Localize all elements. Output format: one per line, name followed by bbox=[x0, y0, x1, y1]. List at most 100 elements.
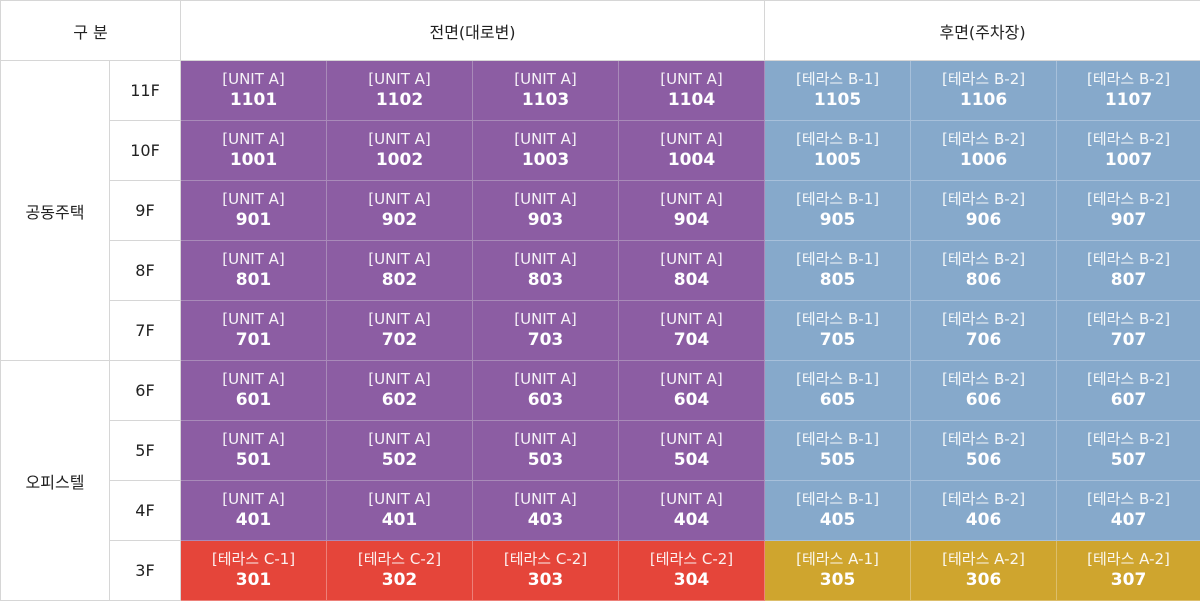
unit-type: [UNIT A] bbox=[181, 490, 326, 509]
unit-number: 1007 bbox=[1057, 149, 1200, 171]
unit-cell: [UNIT A]401 bbox=[181, 481, 327, 541]
unit-cell: [UNIT A]601 bbox=[181, 361, 327, 421]
unit-number: 407 bbox=[1057, 509, 1200, 531]
unit-cell: [테라스 B-2]507 bbox=[1057, 421, 1200, 481]
unit-cell: [UNIT A]801 bbox=[181, 241, 327, 301]
unit-number: 502 bbox=[327, 449, 472, 471]
floor-row: 5F [UNIT A]501 [UNIT A]502 [UNIT A]503 [… bbox=[1, 421, 1200, 481]
unit-type: [테라스 B-2] bbox=[1057, 310, 1200, 329]
unit-number: 1004 bbox=[619, 149, 764, 171]
unit-type: [테라스 C-2] bbox=[327, 550, 472, 569]
unit-number: 1107 bbox=[1057, 89, 1200, 111]
unit-type: [UNIT A] bbox=[327, 430, 472, 449]
unit-type: [테라스 B-2] bbox=[911, 70, 1056, 89]
group-office: 오피스텔 bbox=[1, 361, 110, 601]
unit-type: [UNIT A] bbox=[473, 370, 618, 389]
floor-label: 7F bbox=[110, 301, 181, 361]
unit-cell: [테라스 B-2]1006 bbox=[911, 121, 1057, 181]
unit-number: 305 bbox=[765, 569, 910, 591]
unit-cell: [UNIT A]903 bbox=[473, 181, 619, 241]
unit-cell: [테라스 B-1]605 bbox=[765, 361, 911, 421]
unit-type: [테라스 B-2] bbox=[911, 250, 1056, 269]
unit-type: [UNIT A] bbox=[473, 310, 618, 329]
unit-type: [UNIT A] bbox=[327, 370, 472, 389]
unit-type: [UNIT A] bbox=[327, 250, 472, 269]
unit-type: [테라스 A-2] bbox=[911, 550, 1056, 569]
unit-cell: [UNIT A]501 bbox=[181, 421, 327, 481]
unit-type: [테라스 B-1] bbox=[765, 190, 910, 209]
floor-label: 5F bbox=[110, 421, 181, 481]
unit-number: 501 bbox=[181, 449, 326, 471]
unit-type: [UNIT A] bbox=[619, 250, 764, 269]
unit-number: 401 bbox=[181, 509, 326, 531]
unit-type: [UNIT A] bbox=[181, 370, 326, 389]
unit-cell: [UNIT A]804 bbox=[619, 241, 765, 301]
unit-type: [테라스 B-2] bbox=[1057, 190, 1200, 209]
unit-cell: [UNIT A]902 bbox=[327, 181, 473, 241]
unit-cell: [UNIT A]503 bbox=[473, 421, 619, 481]
unit-number: 505 bbox=[765, 449, 910, 471]
unit-number: 601 bbox=[181, 389, 326, 411]
unit-type: [테라스 B-2] bbox=[1057, 430, 1200, 449]
unit-number: 605 bbox=[765, 389, 910, 411]
unit-type: [테라스 C-2] bbox=[473, 550, 618, 569]
unit-cell: [UNIT A]1101 bbox=[181, 61, 327, 121]
unit-number: 606 bbox=[911, 389, 1056, 411]
unit-cell: [UNIT A]502 bbox=[327, 421, 473, 481]
unit-cell: [UNIT A]1001 bbox=[181, 121, 327, 181]
unit-cell: [UNIT A]602 bbox=[327, 361, 473, 421]
header-row: 구 분 전면(대로변) 후면(주차장) bbox=[1, 1, 1200, 61]
unit-cell: [테라스 B-1]1005 bbox=[765, 121, 911, 181]
floor-label: 11F bbox=[110, 61, 181, 121]
unit-type: [테라스 B-1] bbox=[765, 310, 910, 329]
unit-type: [테라스 B-2] bbox=[1057, 130, 1200, 149]
unit-type: [UNIT A] bbox=[473, 130, 618, 149]
unit-number: 604 bbox=[619, 389, 764, 411]
unit-type: [테라스 B-1] bbox=[765, 130, 910, 149]
unit-number: 304 bbox=[619, 569, 764, 591]
unit-number: 503 bbox=[473, 449, 618, 471]
unit-number: 706 bbox=[911, 329, 1056, 351]
unit-number: 1103 bbox=[473, 89, 618, 111]
unit-type: [UNIT A] bbox=[181, 130, 326, 149]
floor-row: 공동주택 11F [UNIT A]1101 [UNIT A]1102 [UNIT… bbox=[1, 61, 1200, 121]
unit-number: 807 bbox=[1057, 269, 1200, 291]
unit-cell: [테라스 B-1]505 bbox=[765, 421, 911, 481]
unit-number: 602 bbox=[327, 389, 472, 411]
unit-cell: [테라스 B-1]405 bbox=[765, 481, 911, 541]
unit-cell: [UNIT A]802 bbox=[327, 241, 473, 301]
unit-type: [UNIT A] bbox=[619, 190, 764, 209]
unit-type: [UNIT A] bbox=[619, 130, 764, 149]
unit-cell: [UNIT A]701 bbox=[181, 301, 327, 361]
unit-cell: [테라스 B-2]406 bbox=[911, 481, 1057, 541]
unit-number: 906 bbox=[911, 209, 1056, 231]
unit-type: [UNIT A] bbox=[473, 430, 618, 449]
unit-type: [테라스 A-1] bbox=[765, 550, 910, 569]
unit-type: [UNIT A] bbox=[473, 70, 618, 89]
unit-number: 507 bbox=[1057, 449, 1200, 471]
floor-label: 3F bbox=[110, 541, 181, 601]
rear-header: 후면(주차장) bbox=[765, 1, 1200, 61]
unit-type: [테라스 B-1] bbox=[765, 370, 910, 389]
unit-number: 1102 bbox=[327, 89, 472, 111]
unit-number: 1106 bbox=[911, 89, 1056, 111]
unit-type: [UNIT A] bbox=[327, 190, 472, 209]
floor-row: 10F [UNIT A]1001 [UNIT A]1002 [UNIT A]10… bbox=[1, 121, 1200, 181]
unit-number: 1105 bbox=[765, 89, 910, 111]
unit-cell: [테라스 C-1]301 bbox=[181, 541, 327, 601]
floor-label: 6F bbox=[110, 361, 181, 421]
unit-number: 301 bbox=[181, 569, 326, 591]
unit-type: [UNIT A] bbox=[181, 70, 326, 89]
unit-number: 803 bbox=[473, 269, 618, 291]
unit-cell: [테라스 B-1]905 bbox=[765, 181, 911, 241]
unit-number: 1001 bbox=[181, 149, 326, 171]
unit-cell: [UNIT A]904 bbox=[619, 181, 765, 241]
unit-cell: [테라스 B-2]806 bbox=[911, 241, 1057, 301]
unit-number: 703 bbox=[473, 329, 618, 351]
unit-cell: [테라스 A-1]305 bbox=[765, 541, 911, 601]
unit-type: [UNIT A] bbox=[181, 190, 326, 209]
unit-type: [UNIT A] bbox=[619, 70, 764, 89]
unit-number: 701 bbox=[181, 329, 326, 351]
unit-number: 403 bbox=[473, 509, 618, 531]
